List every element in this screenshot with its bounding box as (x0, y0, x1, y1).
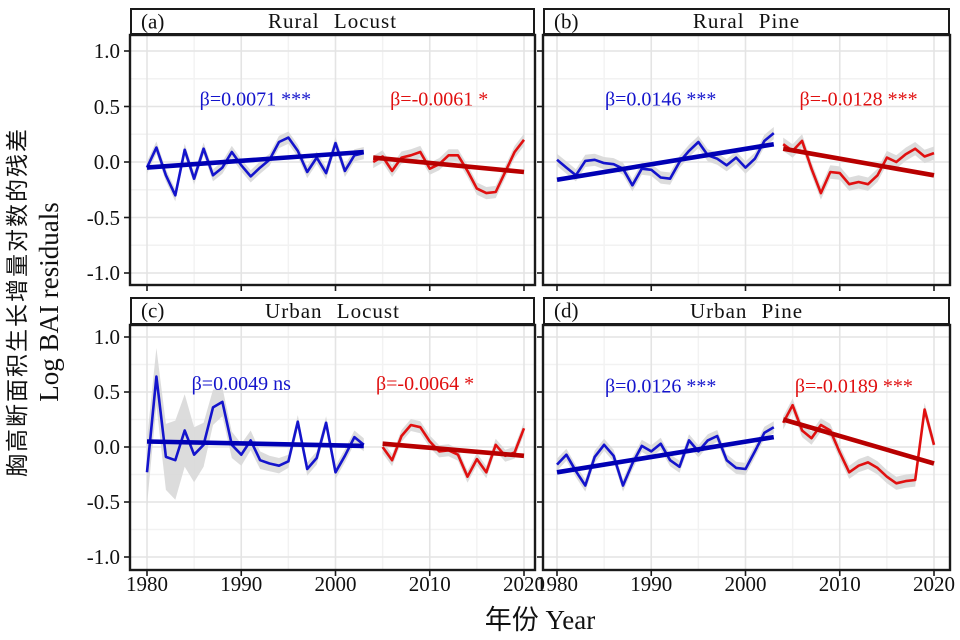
ci-band-late-observed (783, 398, 934, 490)
y-tick-label: 0.0 (93, 150, 120, 174)
y-tick-label: -1.0 (86, 261, 120, 285)
observed-line-late-observed (381, 423, 526, 478)
annotation-beta-late: β=-0.0061 * (390, 89, 488, 111)
panel-title: Rural Pine (692, 9, 801, 33)
trend-line-late-trend (782, 146, 935, 178)
plot-area: β=0.0049 ns β=-0.0064 * (124, 323, 537, 576)
y-tick-label: 0.5 (93, 94, 120, 119)
observed-line-early-observed (556, 426, 775, 487)
panel-title: Rural Locust (267, 9, 398, 33)
annotation-beta-late: β=-0.0064 * (376, 373, 474, 395)
y-axis-label: 胸高断面积生长增量对数的残差 Log BAI residuals (3, 127, 65, 477)
trend-line-late-trend (372, 155, 525, 175)
x-tick-label: 2010 (408, 572, 451, 596)
x-tick-label: 1980 (126, 572, 168, 596)
y-tick-label: 0.0 (93, 435, 120, 459)
trend-line-early-trend (146, 439, 364, 449)
x-tick-label: 1990 (220, 572, 263, 596)
panel-d: (d) Urban Pine β=0.0126 *** β=-0.0189 *** (537, 297, 952, 576)
y-axis-label-chinese: 胸高断面积生长增量对数的残差 (5, 127, 30, 477)
y-tick-label: 1.0 (93, 39, 120, 63)
y-tick-label: 1.0 (93, 325, 120, 349)
panel-border (541, 323, 952, 572)
annotation-beta-late: β=-0.0189 *** (795, 375, 913, 397)
x-tick-label: 1990 (630, 572, 673, 596)
trend-line-early-trend (556, 141, 775, 183)
x-tick-label: 2020 (913, 572, 955, 596)
panel-header: (b) Rural Pine (543, 8, 950, 35)
x-axis-label: 年份 Year (484, 605, 596, 635)
y-tick-label: 0.5 (93, 380, 120, 404)
annotation-beta-early: β=0.0146 *** (605, 89, 716, 111)
panel-title: Urban Locust (265, 298, 400, 323)
ci-band-early-observed (147, 131, 364, 202)
annotation-beta-early: β=0.0126 *** (605, 375, 716, 397)
plot-area: β=0.0071 *** β=-0.0061 * (124, 33, 537, 291)
panel-header: (d) Urban Pine (543, 297, 950, 325)
panel-c: (c) Urban Locust β=0.0049 ns β=-0.0064 * (124, 297, 537, 576)
observed-line-early-observed (556, 132, 775, 187)
observed-line-late-observed (782, 403, 936, 485)
panel-a: (a) Rural Locust β=0.0071 *** β=-0.0061 * (124, 8, 537, 291)
trend-line-late-trend (382, 441, 525, 459)
observed-line-early-observed (145, 136, 365, 197)
panel-border (541, 33, 952, 287)
x-tick-label: 2010 (818, 572, 861, 596)
x-tick-label: 2000 (314, 572, 357, 596)
annotation-beta-early: β=0.0049 ns (192, 373, 291, 395)
ci-band-late-observed (783, 134, 934, 200)
y-tick-label: -0.5 (86, 205, 120, 230)
ci-band-late-observed (373, 133, 524, 200)
trend-line-early-trend (556, 434, 775, 475)
annotation-beta-early: β=0.0071 *** (200, 89, 311, 111)
x-tick-label: 1980 (536, 572, 578, 596)
panel-header: (a) Rural Locust (130, 8, 535, 35)
y-tick-label: -1.0 (86, 545, 120, 569)
panel-tag: (c) (141, 298, 165, 323)
y-axis-label-english: Log BAI residuals (34, 202, 64, 402)
plot-area: β=0.0126 *** β=-0.0189 *** (537, 323, 952, 576)
panel-title: Urban Pine (689, 298, 804, 323)
panel-border (128, 323, 537, 572)
annotation-beta-late: β=-0.0128 *** (800, 89, 918, 111)
panel-tag: (b) (554, 9, 579, 33)
panel-b: (b) Rural Pine β=0.0146 *** β=-0.0128 *** (537, 8, 952, 291)
plot-area: β=0.0146 *** β=-0.0128 *** (537, 33, 952, 291)
panel-tag: (a) (141, 9, 165, 33)
y-tick-label: -0.5 (86, 490, 120, 514)
observed-line-late-observed (782, 139, 935, 195)
trend-line-early-trend (146, 149, 364, 170)
x-tick-label: 2020 (503, 572, 545, 596)
x-tick-label: 2000 (724, 572, 767, 596)
observed-line-early-observed (145, 375, 365, 474)
ci-band-early-observed (147, 348, 364, 506)
panel-header: (c) Urban Locust (130, 297, 535, 325)
trend-line-late-trend (782, 417, 935, 466)
panel-tag: (d) (554, 298, 579, 323)
panel-border (128, 33, 537, 287)
